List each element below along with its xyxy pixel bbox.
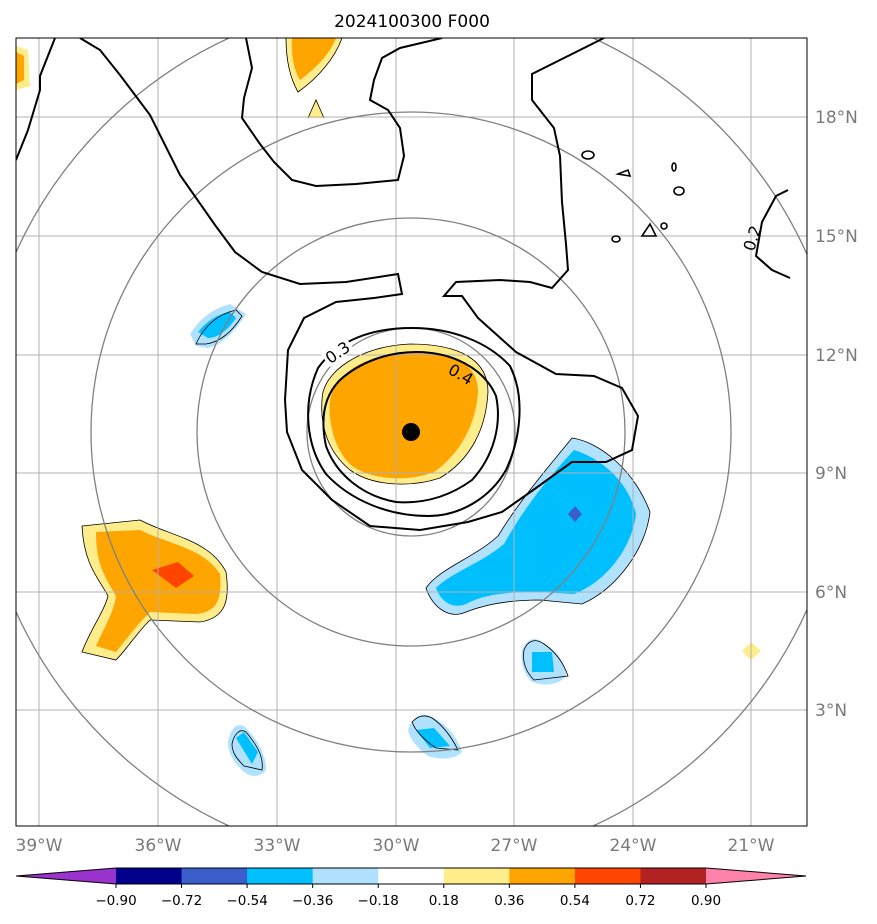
colorbar-segment xyxy=(640,868,707,884)
colorbar-tick-label: 0.72 xyxy=(625,893,655,909)
positive-anomaly-medium xyxy=(329,352,478,479)
colorbar-tick-label: 0.90 xyxy=(691,893,721,909)
anomaly-fills xyxy=(16,38,761,776)
range-rings xyxy=(16,38,807,826)
lon-label: 21°W xyxy=(728,836,775,856)
positive-anomaly-leftedge-core xyxy=(16,52,24,84)
lat-label: 15°N xyxy=(815,227,858,247)
lat-label: 3°N xyxy=(815,701,847,721)
positive-anomaly-top-core xyxy=(291,38,336,80)
lon-label: 24°W xyxy=(610,836,657,856)
contour-lines xyxy=(16,38,791,532)
colorbar-segment xyxy=(378,868,445,884)
colorbar-segment xyxy=(574,868,641,884)
colorbar-segment xyxy=(247,868,314,884)
colorbar-segment xyxy=(443,868,510,884)
longitude-labels: 39°W 36°W 33°W 30°W 27°W 24°W 21°W xyxy=(16,836,775,856)
contour-0.2-main xyxy=(16,38,640,532)
negative-anomaly-southeast-strong xyxy=(568,506,582,522)
fill-outlines xyxy=(81,38,651,771)
figure-title: 2024100300 F000 xyxy=(334,12,490,32)
colorbar-tick-label: 0.18 xyxy=(429,893,459,909)
colorbar-tick-label: 0.36 xyxy=(494,893,524,909)
colorbar-segment xyxy=(181,868,248,884)
negative-anomaly-southeast-core xyxy=(436,450,636,606)
lon-label: 27°W xyxy=(491,836,538,856)
contour-0.2-top xyxy=(240,38,443,188)
map-frame xyxy=(15,37,808,827)
colorbar-tick-label: −0.72 xyxy=(161,893,202,909)
latitude-labels: 3°N 6°N 9°N 12°N 15°N 18°N xyxy=(815,108,858,721)
colorbar-segment xyxy=(116,868,183,884)
colorbar-tick-label: −0.54 xyxy=(226,893,267,909)
small-contours xyxy=(581,150,685,243)
colorbar-tick-label: −0.36 xyxy=(292,893,333,909)
lon-label: 36°W xyxy=(135,836,182,856)
colorbar-tick-label: 0.54 xyxy=(560,893,590,909)
positive-anomaly-top-dot xyxy=(308,98,324,118)
colorbar: −0.90 −0.72 −0.54 −0.36 −0.18 0.18 0.36 0.54 0.7… xyxy=(15,867,807,909)
lat-label: 9°N xyxy=(815,464,847,484)
colorbar-extend-max xyxy=(706,868,806,884)
colorbar-tick-label: −0.18 xyxy=(358,893,399,909)
colorbar-segment xyxy=(509,868,576,884)
lat-label: 6°N xyxy=(815,583,847,603)
contour-0.3 xyxy=(307,326,521,518)
graticule xyxy=(16,38,807,826)
negative-anomaly-south-3-core xyxy=(416,728,450,748)
colorbar-tick-label: −0.90 xyxy=(95,893,136,909)
colorbar-extend-min xyxy=(16,868,116,884)
negative-anomaly-south-2-core xyxy=(236,732,258,764)
storm-center-marker xyxy=(402,423,420,441)
lat-label: 12°N xyxy=(815,346,858,366)
lat-label: 18°N xyxy=(815,108,858,128)
contour-0.4 xyxy=(322,350,499,504)
positive-anomaly-west-strong xyxy=(152,562,194,588)
lon-label: 33°W xyxy=(254,836,301,856)
lon-label: 39°W xyxy=(16,836,63,856)
contour-0.2-east xyxy=(754,189,791,279)
colorbar-segment xyxy=(312,868,379,884)
negative-anomaly-south-1-core xyxy=(532,652,554,672)
negative-anomaly-northwest-core xyxy=(198,312,236,338)
lon-label: 30°W xyxy=(373,836,420,856)
